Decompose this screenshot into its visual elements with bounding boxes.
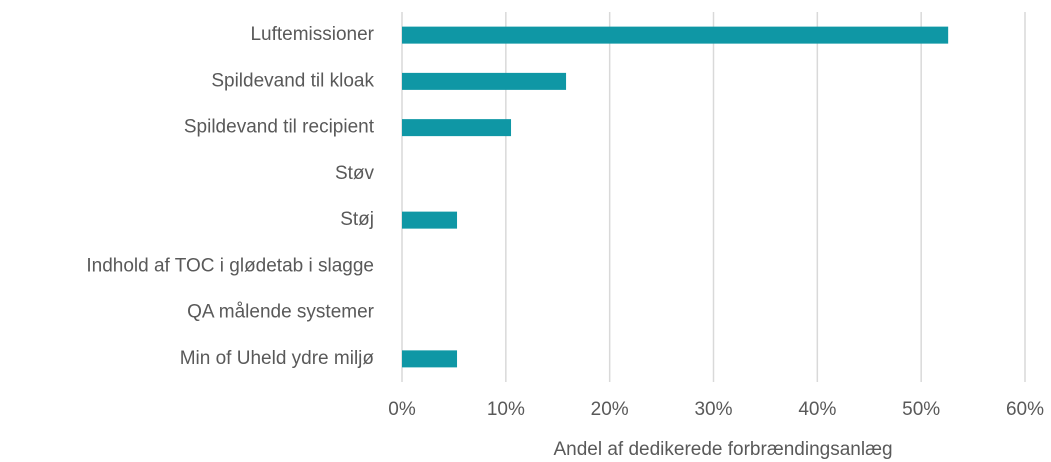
y-tick-label: Indhold af TOC i glødetab i slagge [86, 255, 374, 276]
x-tick-label: 50% [902, 399, 940, 420]
x-tick-label: 0% [388, 399, 416, 420]
y-tick-label: Spildevand til recipient [184, 117, 375, 138]
x-tick-label: 60% [1006, 399, 1044, 420]
x-axis-title: Andel af dedikerede forbrændingsanlæg [553, 439, 892, 460]
y-tick-label: Støj [340, 209, 374, 230]
x-tick-label: 10% [487, 399, 525, 420]
bar [402, 72, 567, 90]
bar [402, 119, 512, 137]
x-tick-label: 30% [694, 399, 732, 420]
y-tick-label: Spildevand til kloak [211, 70, 374, 91]
y-tick-label: QA målende systemer [187, 302, 375, 323]
y-tick-label: Støv [335, 163, 375, 184]
y-tick-label: Min of Uheld ydre miljø [180, 348, 375, 369]
bar [402, 350, 458, 368]
x-tick-label: 20% [591, 399, 629, 420]
bar [402, 26, 949, 44]
bar [402, 211, 458, 229]
x-tick-label: 40% [798, 399, 836, 420]
y-tick-label: Luftemissioner [250, 24, 374, 45]
